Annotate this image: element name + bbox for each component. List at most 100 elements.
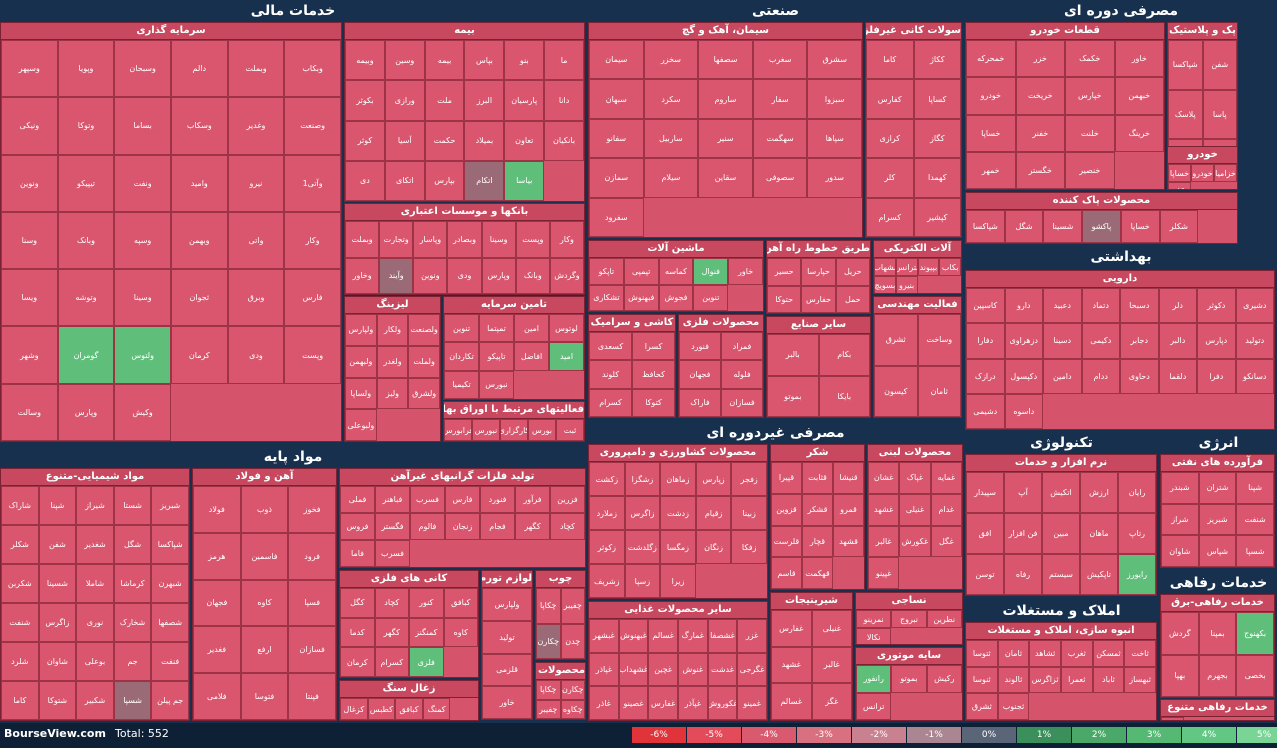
symbol-tile[interactable]: خگستر <box>1015 151 1065 189</box>
industry-group[interactable]: چوب چکاپا چفیبر چکارن چدن <box>535 570 586 660</box>
symbol-tile[interactable]: هرمز <box>193 532 241 580</box>
symbol-tile[interactable]: ثمسکن <box>1092 640 1125 667</box>
industry-group[interactable]: کاشی و سرامیک کسعدی کسرا کلوند کحافظ کسرام کتو… <box>588 314 676 418</box>
industry-group[interactable]: سیمان، آهک و گچ سیمان سخزر سصفها سغرب سشرق سبه… <box>588 22 863 238</box>
symbol-tile[interactable]: کوثر <box>345 120 385 161</box>
symbol-tile[interactable]: رایورز <box>1118 554 1156 595</box>
symbol-tile[interactable]: شستا <box>113 486 152 525</box>
symbol-tile[interactable]: دحاوی <box>1120 358 1159 394</box>
symbol-tile[interactable]: آسیا <box>384 120 425 161</box>
symbol-tile[interactable]: ثالوند <box>997 666 1030 694</box>
symbol-tile[interactable]: وبهمن <box>170 211 228 270</box>
symbol-tile[interactable]: وکیش <box>114 383 171 441</box>
symbol-tile[interactable]: زاگرس <box>624 496 661 530</box>
symbol-tile[interactable]: تاپکو <box>589 258 624 285</box>
symbol-tile[interactable]: زبینا <box>731 496 767 530</box>
symbol-tile[interactable]: مبین <box>1042 513 1080 554</box>
symbol-tile[interactable]: ثغرب <box>1060 640 1093 667</box>
symbol-tile[interactable]: شاوان <box>1161 535 1199 567</box>
symbol-tile[interactable]: تپمپی <box>623 258 659 285</box>
symbol-tile[interactable]: ولبهمن <box>345 345 377 378</box>
symbol-tile[interactable]: کزغال <box>340 698 368 720</box>
symbol-tile[interactable]: فجهان <box>679 360 721 389</box>
symbol-tile[interactable]: کیسون <box>874 365 918 417</box>
industry-group[interactable]: سایه موتوری رانفور بموتو رکیش ترانس <box>855 647 963 721</box>
industry-group[interactable]: فرآورده های نفتی شبندر شتران شپنا شراز شبریز ش… <box>1160 454 1275 568</box>
symbol-tile[interactable]: کبافق <box>443 588 478 618</box>
symbol-tile[interactable]: غدام <box>930 493 962 526</box>
symbol-tile[interactable]: شکربن <box>1 564 39 603</box>
symbol-tile[interactable]: کدما <box>340 617 375 648</box>
symbol-tile[interactable]: شنفت <box>1236 503 1274 536</box>
symbol-tile[interactable]: شکبیر <box>76 681 114 720</box>
symbol-tile[interactable]: وبانک <box>57 211 115 270</box>
symbol-tile[interactable]: کسرام <box>374 647 409 677</box>
symbol-tile[interactable]: چکارن <box>536 623 561 659</box>
industry-group[interactable]: دارویی کاسپین دارو دعبید دتماد دسبحا دلر دکوثر د… <box>965 270 1275 430</box>
symbol-tile[interactable]: فاسمین <box>240 532 289 580</box>
symbol-tile[interactable]: تشکاری <box>589 284 624 311</box>
symbol-tile[interactable]: وسپهر <box>1 40 58 98</box>
symbol-tile[interactable]: شپاکسا <box>151 525 189 564</box>
symbol-tile[interactable]: ولپارس <box>482 588 532 621</box>
symbol-tile[interactable]: شلرد <box>1 642 39 681</box>
symbol-tile[interactable]: کساپا <box>913 79 961 119</box>
symbol-tile[interactable]: نمرینو <box>856 610 892 628</box>
symbol-tile[interactable]: وبکاب <box>284 40 341 98</box>
sector-title[interactable]: مصرفی دوره ای <box>1063 3 1179 19</box>
symbol-tile[interactable]: غگرجی <box>737 652 767 687</box>
symbol-tile[interactable]: سنیر <box>698 118 753 159</box>
symbol-tile[interactable]: داسوه <box>1004 393 1043 429</box>
symbol-tile[interactable]: بمیلاد <box>464 120 505 161</box>
symbol-tile[interactable]: غگل <box>930 525 962 558</box>
symbol-tile[interactable]: شگل <box>113 525 152 564</box>
symbol-tile[interactable]: کگل <box>340 588 375 618</box>
symbol-tile[interactable]: غنیلی <box>811 610 852 647</box>
symbol-tile[interactable]: بایکا <box>818 375 870 417</box>
symbol-tile[interactable]: قچار <box>802 525 833 558</box>
symbol-tile[interactable]: شپاس <box>1198 535 1237 567</box>
symbol-tile[interactable]: ولکار <box>376 314 409 346</box>
symbol-tile[interactable]: بپیوند <box>917 258 940 276</box>
symbol-tile[interactable]: سیلام <box>643 158 699 198</box>
symbol-tile[interactable]: خودرو <box>1191 164 1214 182</box>
symbol-tile[interactable]: وپاسار <box>413 221 448 258</box>
sector-title[interactable]: صنعتی <box>751 3 800 19</box>
symbol-tile[interactable]: ددام <box>1081 358 1120 394</box>
symbol-tile[interactable]: لوتوس <box>549 314 584 343</box>
industry-group[interactable]: سایر محصولات غذایی غبشهر غبهنوش غسالم غمارگ غ… <box>588 601 768 721</box>
symbol-tile[interactable]: حتوکا <box>767 285 802 313</box>
symbol-tile[interactable]: حفارس <box>801 285 836 313</box>
symbol-tile[interactable]: شاراک <box>1 486 39 525</box>
symbol-tile[interactable]: وبصادر <box>447 221 482 258</box>
symbol-tile[interactable]: شسپا <box>1236 535 1274 567</box>
symbol-tile[interactable]: شپنا <box>38 486 77 525</box>
symbol-tile[interactable]: بموتو <box>767 375 819 417</box>
symbol-tile[interactable]: فملی <box>340 486 375 513</box>
symbol-tile[interactable]: خساپا <box>1120 210 1160 243</box>
industry-group[interactable]: شیرینیجات غفارس غنیلی غشهد غالبر غسالم غگز <box>770 592 853 721</box>
symbol-tile[interactable]: بنو <box>504 40 545 81</box>
industry-group[interactable]: قطعات خودرو خمحرکه خزر خکمک خاور خودرو خریخت خپ… <box>965 22 1165 190</box>
symbol-tile[interactable]: دلقما <box>1158 358 1197 394</box>
symbol-tile[interactable]: شغدیر <box>76 525 114 564</box>
symbol-tile[interactable]: غپآذر <box>677 686 708 720</box>
symbol-tile[interactable]: افق <box>966 513 1004 554</box>
symbol-tile[interactable]: بهپا <box>1161 654 1199 697</box>
symbol-tile[interactable]: دانا <box>544 80 584 121</box>
symbol-tile[interactable]: بجهرم <box>1198 654 1237 697</box>
symbol-tile[interactable]: شبهرن <box>151 564 189 603</box>
symbol-tile[interactable]: فسازان <box>288 626 336 674</box>
industry-group[interactable]: نساجی نمرینو نبروج نطرین نکالا <box>855 592 963 645</box>
symbol-tile[interactable]: فرابورس <box>444 419 472 441</box>
symbol-tile[interactable]: ترانس <box>856 692 892 720</box>
symbol-tile[interactable]: کنور <box>409 588 444 618</box>
symbol-tile[interactable]: فالوم <box>410 513 445 540</box>
symbol-tile[interactable]: بیاسا <box>504 160 545 201</box>
symbol-tile[interactable]: سمازن <box>589 158 644 198</box>
symbol-tile[interactable]: غدشت <box>707 652 738 687</box>
symbol-tile[interactable]: وبانک <box>515 257 550 294</box>
symbol-tile[interactable]: سدور <box>807 158 862 198</box>
symbol-tile[interactable]: وآتی1 <box>284 154 341 212</box>
industry-group[interactable]: مواد شیمیایی-متنوع شاراک شپنا شیراز شستا شبری… <box>0 468 190 721</box>
